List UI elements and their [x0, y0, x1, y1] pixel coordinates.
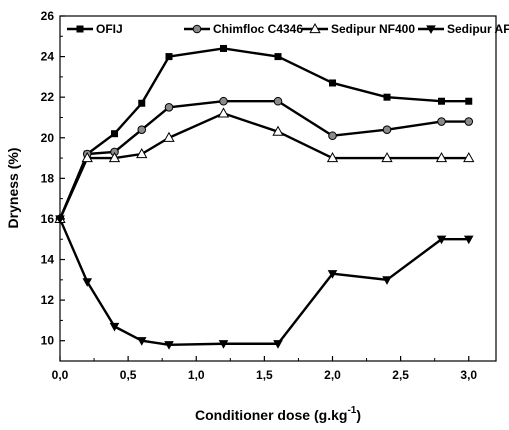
data-point [437, 117, 446, 126]
series-markers [54, 44, 475, 350]
x-tick-label: 1,0 [188, 368, 205, 382]
series-line [58, 112, 469, 220]
data-point [108, 152, 121, 163]
data-point [273, 96, 283, 106]
series-line [58, 218, 469, 346]
legend: OFIJ Chimfloc C4346 Sedipur NF400 Sedipur A… [67, 22, 509, 36]
data-point [465, 97, 473, 105]
data-point [136, 147, 148, 159]
series-line [58, 100, 469, 220]
data-point [382, 125, 392, 134]
x-axis: 0,0 0,5 1,0 1,5 2,0 2,5 3,0 [52, 356, 477, 382]
data-point [327, 270, 338, 279]
x-tick-label: 3,0 [460, 368, 477, 382]
data-point [436, 235, 447, 245]
y-tick-label: 22 [41, 90, 55, 104]
data-point [217, 107, 230, 118]
series-line [58, 47, 469, 220]
y-tick-label: 26 [41, 9, 55, 23]
y-tick-label: 18 [41, 171, 55, 185]
data-point [326, 152, 339, 163]
x-axis-title-suffix: ) [356, 407, 361, 423]
x-tick-label: 0,0 [52, 368, 69, 382]
x-axis-title-superscript: -1 [347, 405, 356, 416]
x-tick-label: 1,5 [256, 368, 273, 382]
x-axis-title-main: Conditioner dose (g.kg [195, 407, 347, 423]
data-point [137, 125, 147, 134]
data-point [382, 276, 392, 285]
x-tick-label: 2,0 [324, 368, 341, 382]
data-point [81, 152, 93, 163]
y-tick-label: 16 [41, 212, 55, 226]
data-point [272, 125, 284, 136]
data-point [163, 131, 175, 142]
data-point [138, 99, 146, 107]
data-point [463, 152, 475, 163]
data-point [328, 131, 337, 141]
y-tick-label: 14 [41, 253, 55, 267]
x-tick-label: 0,5 [120, 368, 137, 382]
data-point [165, 53, 173, 61]
legend-marker [309, 22, 321, 34]
legend-label: Sedipur NF400 [331, 22, 415, 36]
x-tick-label: 2,5 [392, 368, 409, 382]
data-point [164, 103, 174, 112]
data-point [383, 93, 391, 101]
data-point [219, 96, 228, 106]
series-lines [58, 47, 469, 346]
data-point [164, 341, 174, 350]
data-point [273, 340, 283, 349]
data-point [329, 79, 336, 87]
legend-label: Sedipur AF102 [447, 22, 509, 36]
data-point [463, 235, 474, 245]
data-point [109, 322, 120, 332]
y-tick-label: 20 [41, 131, 55, 145]
data-point [82, 278, 93, 287]
y-axis-title: Dryness (%) [5, 148, 21, 229]
data-point [464, 117, 474, 126]
y-tick-label: 12 [41, 293, 55, 307]
data-point [381, 152, 393, 163]
data-point [435, 152, 448, 163]
legend-marker [426, 25, 436, 34]
data-point [55, 215, 65, 224]
legend-label: Chimfloc C4346 [213, 22, 303, 36]
y-tick-label: 24 [41, 50, 55, 64]
data-point [438, 97, 445, 105]
y-tick-label: 10 [41, 334, 55, 348]
data-point [136, 337, 147, 346]
legend-marker [76, 25, 84, 33]
legend-marker [192, 24, 202, 34]
y-axis: 10 12 14 16 18 20 22 24 26 [41, 9, 65, 348]
data-point [274, 53, 282, 61]
data-point [111, 130, 118, 138]
data-point [220, 44, 227, 52]
x-axis-title: Conditioner dose (g.kg-1) [195, 405, 361, 423]
data-point [218, 340, 229, 349]
plot-frame [59, 15, 497, 362]
legend-label: OFIJ [96, 22, 123, 36]
